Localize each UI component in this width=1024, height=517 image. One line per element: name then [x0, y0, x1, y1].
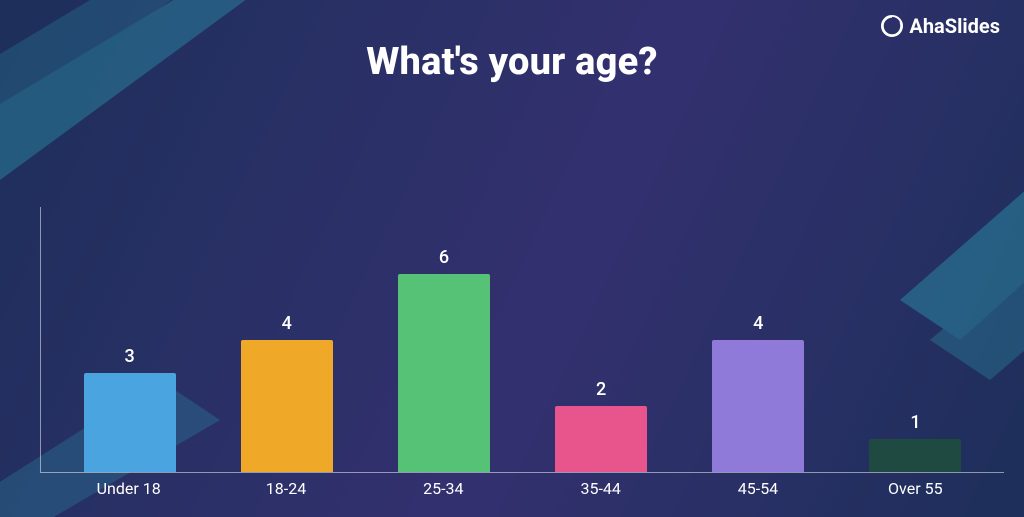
- chart-plot-area: 3 4 6 2 4 1: [40, 207, 1004, 473]
- bar-1: 4: [208, 207, 365, 472]
- bar-2: 6: [365, 207, 522, 472]
- category-label: Over 55: [837, 473, 994, 507]
- category-label: 18-24: [207, 473, 364, 507]
- bar-value-label: 6: [439, 247, 449, 268]
- bar-value-label: 1: [910, 412, 920, 433]
- bar-value-label: 4: [753, 313, 763, 334]
- bar-value-label: 4: [282, 313, 292, 334]
- brand-icon: [881, 15, 903, 37]
- chart-category-labels: Under 1818-2425-3435-4445-54Over 55: [40, 473, 1004, 507]
- bar-value-label: 2: [596, 379, 606, 400]
- bar-chart: 3 4 6 2 4 1 Under 1818-2425-3435-4445-54Over …: [40, 207, 1004, 507]
- bar-rect: [84, 373, 176, 472]
- bar-rect: [869, 439, 961, 472]
- stripe-top-left: [0, 0, 300, 180]
- bar-4: 4: [680, 207, 837, 472]
- bar-0: 3: [51, 207, 208, 472]
- bar-rect: [398, 274, 490, 472]
- category-label: 25-34: [365, 473, 522, 507]
- brand-name: AhaSlides: [909, 14, 1000, 38]
- category-label: 45-54: [679, 473, 836, 507]
- bar-3: 2: [523, 207, 680, 472]
- bar-value-label: 3: [124, 346, 134, 367]
- bar-rect: [555, 406, 647, 472]
- brand-logo: AhaSlides: [881, 14, 1000, 38]
- category-label: Under 18: [50, 473, 207, 507]
- category-label: 35-44: [522, 473, 679, 507]
- chart-title: What's your age?: [0, 40, 1024, 84]
- slide-root: AhaSlides What's your age? 3 4 6 2 4 1 Under …: [0, 0, 1024, 517]
- bar-rect: [241, 340, 333, 472]
- bar-5: 1: [837, 207, 994, 472]
- bar-rect: [712, 340, 804, 472]
